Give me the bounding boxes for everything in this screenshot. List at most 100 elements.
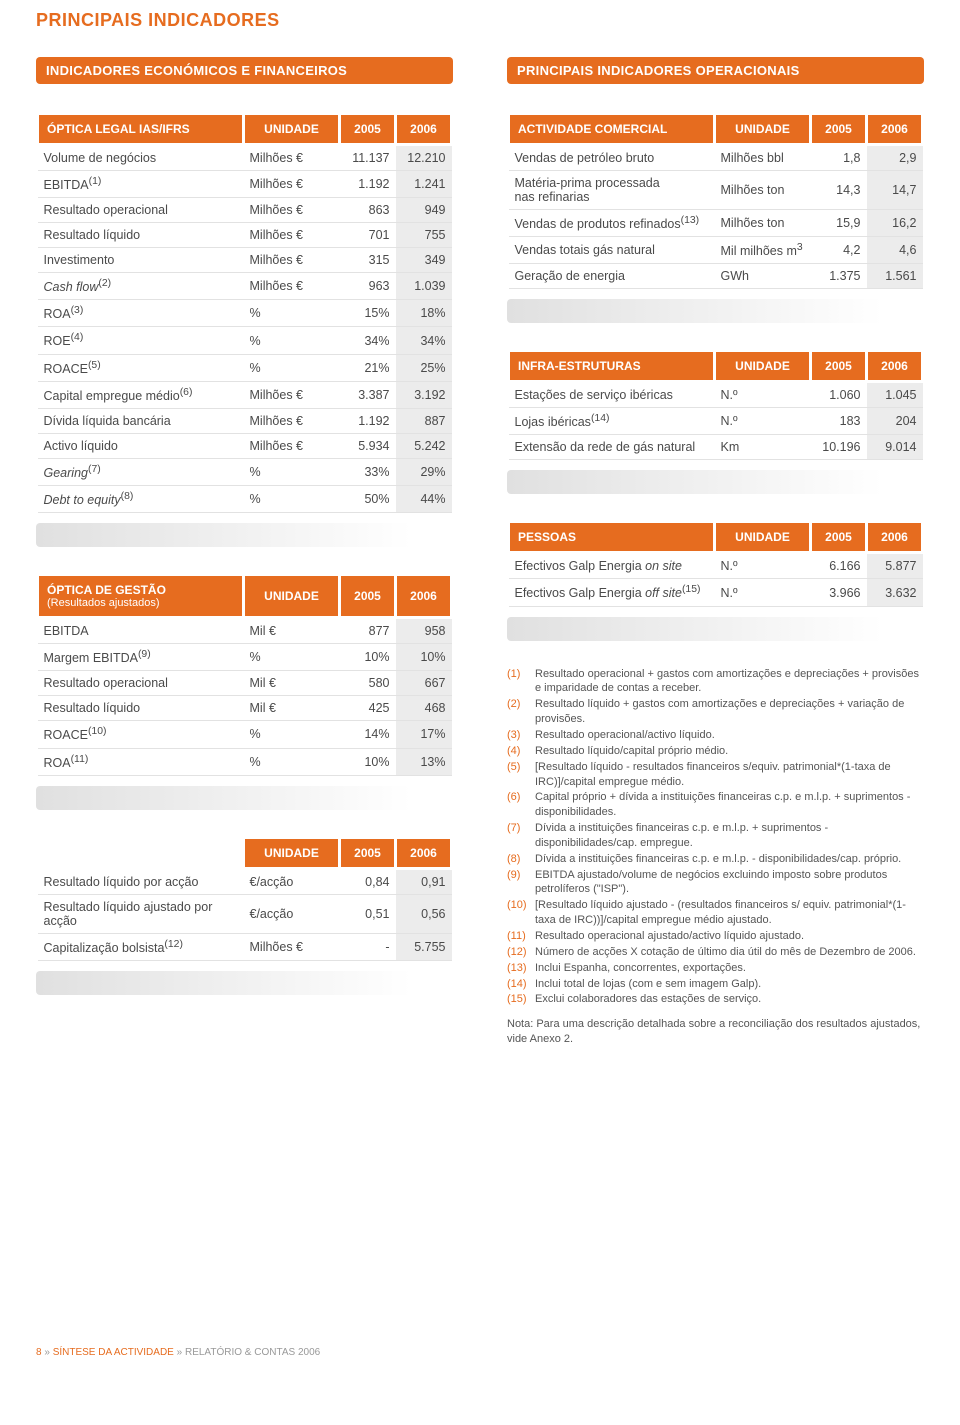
table-row: Capital empregue médio(6)Milhões €3.3873… [38,381,452,408]
table-infra: INFRA-ESTRUTURAS UNIDADE 2005 2006 Estaç… [507,349,924,460]
page-title: PRINCIPAIS INDICADORES [36,10,924,31]
footnote-text: Inclui Espanha, concorrentes, exportaçõe… [535,961,924,976]
cell-2006: 5.877 [867,553,923,579]
cell-2005: 183 [811,408,867,435]
footnote-text: Exclui colaboradores das estações de ser… [535,992,924,1007]
cell-label: ROACE(10) [38,721,244,748]
cell-label: ROE(4) [38,327,244,354]
cell-unit: Milhões € [244,248,340,273]
cell-2005: 4,2 [811,237,867,264]
cell-unit: N.º [715,553,811,579]
footnote-row: (11)Resultado operacional ajustado/activ… [507,929,924,944]
cell-2005: 1.060 [811,382,867,408]
cell-label: Margem EBITDA(9) [38,644,244,671]
cell-2005: 1.192 [340,408,396,433]
gradient-bar [36,523,453,547]
cell-label: Matéria-prima processadanas refinarias [509,171,715,210]
cell-2005: 1.375 [811,264,867,289]
table-row: EBITDA(1)Milhões €1.1921.241 [38,171,452,198]
table-row: Vendas de petróleo brutoMilhões bbl1,82,… [509,145,923,171]
th-2006: 2006 [396,114,452,145]
table-row: Debt to equity(8)%50%44% [38,486,452,513]
cell-label: Resultado operacional [38,671,244,696]
cell-2006: 3.192 [396,381,452,408]
cell-label: Vendas de produtos refinados(13) [509,210,715,237]
th-title: ÓPTICA LEGAL IAS/IFRS [38,114,244,145]
cell-label: Gearing(7) [38,458,244,485]
cell-2006: 887 [396,408,452,433]
cell-label: ROA(11) [38,748,244,775]
cell-2006: 958 [396,618,452,644]
cell-unit: % [244,300,340,327]
cell-unit: Milhões € [244,273,340,300]
cell-unit: % [244,327,340,354]
th-unidade: UNIDADE [244,837,340,868]
cell-unit: Milhões ton [715,210,811,237]
table-row: Margem EBITDA(9)%10%10% [38,644,452,671]
cell-2006: 204 [867,408,923,435]
footnote-row: (8)Dívida a instituições financeiras c.p… [507,852,924,867]
table-row: Estações de serviço ibéricasN.º1.0601.04… [509,382,923,408]
cell-2006: 14,7 [867,171,923,210]
cell-2006: 0,56 [396,894,452,933]
th-2005: 2005 [811,522,867,553]
cell-unit: Milhões € [244,171,340,198]
footnote-number: (14) [507,977,535,992]
footnote-number: (15) [507,992,535,1007]
cell-2005: 0,84 [340,868,396,894]
cell-label: EBITDA(1) [38,171,244,198]
cell-label: EBITDA [38,618,244,644]
footnote-number: (1) [507,667,535,697]
cell-2005: 14% [340,721,396,748]
table-row: Resultado líquidoMilhões €701755 [38,223,452,248]
cell-2005: 701 [340,223,396,248]
cell-unit: Mil € [244,618,340,644]
cell-unit: Milhões € [244,198,340,223]
cell-unit: N.º [715,408,811,435]
cell-2005: 15,9 [811,210,867,237]
cell-2006: 16,2 [867,210,923,237]
cell-label: ROA(3) [38,300,244,327]
footnote-row: (1)Resultado operacional + gastos com am… [507,667,924,697]
cell-unit: Milhões € [244,933,340,960]
cell-label: Resultado operacional [38,198,244,223]
cell-2005: 14,3 [811,171,867,210]
th-unidade: UNIDADE [715,522,811,553]
cell-unit: Mil milhões m3 [715,237,811,264]
cell-2006: 17% [396,721,452,748]
cell-2005: 33% [340,458,396,485]
table-row: Matéria-prima processadanas refinariasMi… [509,171,923,210]
footnote-row: (9)EBITDA ajustado/volume de negócios ex… [507,868,924,898]
gradient-bar [36,971,453,995]
table-row: Resultado líquido por acção€/acção0,840,… [38,868,452,894]
th-title: ÓPTICA DE GESTÃO (Resultados ajustados) [38,575,244,618]
footnote-number: (10) [507,898,535,928]
cell-unit: % [244,748,340,775]
cell-2005: 3.387 [340,381,396,408]
cell-unit: % [244,486,340,513]
gradient-bar [507,299,924,323]
cell-label: Geração de energia [509,264,715,289]
cell-label: Efectivos Galp Energia off site(15) [509,579,715,606]
footnote-row: (14)Inclui total de lojas (com e sem ima… [507,977,924,992]
footnote-row: (10)[Resultado líquido ajustado - (resul… [507,898,924,928]
table-row: InvestimentoMilhões €315349 [38,248,452,273]
th-2005: 2005 [340,114,396,145]
cell-2006: 667 [396,671,452,696]
cell-unit: Mil € [244,671,340,696]
th-unidade: UNIDADE [715,114,811,145]
table-row: ROE(4)%34%34% [38,327,452,354]
cell-label: Lojas ibéricas(14) [509,408,715,435]
cell-unit: % [244,354,340,381]
cell-2006: 468 [396,696,452,721]
table-row: Resultado líquidoMil €425468 [38,696,452,721]
cell-2006: 1.045 [867,382,923,408]
table-row: Efectivos Galp Energia off site(15)N.º3.… [509,579,923,606]
cell-2005: 6.166 [811,553,867,579]
footnote-number: (7) [507,821,535,851]
cell-2006: 12.210 [396,145,452,171]
cell-label: Volume de negócios [38,145,244,171]
cell-label: Debt to equity(8) [38,486,244,513]
cell-unit: Mil € [244,696,340,721]
table-row: ROA(3)%15%18% [38,300,452,327]
